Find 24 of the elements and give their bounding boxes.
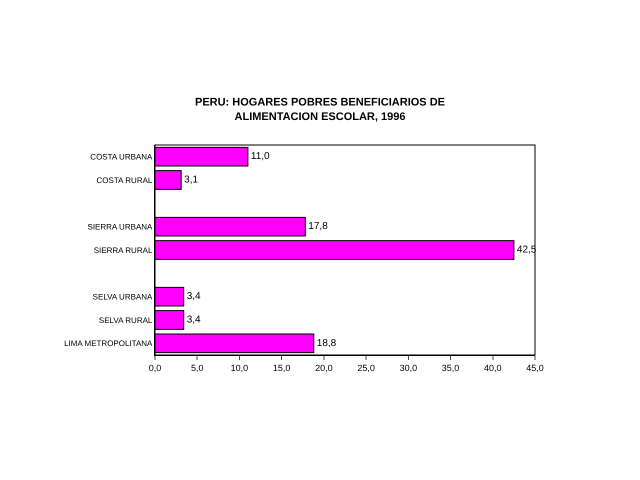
chart-title: PERU: HOGARES POBRES BENEFICIARIOS DE ALIMENTACION ESCOLAR, 1996: [195, 96, 445, 123]
x-tick-label: 45,0: [526, 362, 544, 373]
y-tick-label: COSTA RURAL: [96, 176, 153, 185]
x-tick-label: 30,0: [400, 362, 418, 373]
data-label: 3,4: [186, 291, 202, 302]
x-tick-label: 5,0: [190, 362, 204, 373]
y-tick-label: SELVA RURAL: [98, 316, 153, 325]
x-tick-label: 10,0: [230, 362, 248, 373]
x-tick-label: 0,0: [148, 362, 162, 373]
data-label: 3,1: [184, 174, 199, 186]
x-tick-label: 15,0: [272, 362, 290, 373]
data-label: 18,8: [316, 338, 337, 349]
x-tick-label: 20,0: [315, 362, 333, 373]
y-tick-label: LIMA METROPOLITANA: [64, 339, 154, 348]
x-tick-label: 40,0: [484, 362, 502, 373]
y-tick-label: SIERRA URBANA: [87, 222, 154, 232]
x-tick-label: 35,0: [442, 362, 460, 373]
x-tick-label: 25,0: [357, 362, 375, 373]
data-label: 3,4: [186, 314, 202, 326]
y-tick-label: COSTA URBANA: [90, 152, 154, 162]
y-tick-label: SELVA URBANA: [92, 292, 154, 302]
data-label: 17,8: [308, 221, 328, 232]
y-tick-label: SIERRA RURAL: [94, 246, 153, 255]
data-label: 11,0: [250, 151, 270, 162]
